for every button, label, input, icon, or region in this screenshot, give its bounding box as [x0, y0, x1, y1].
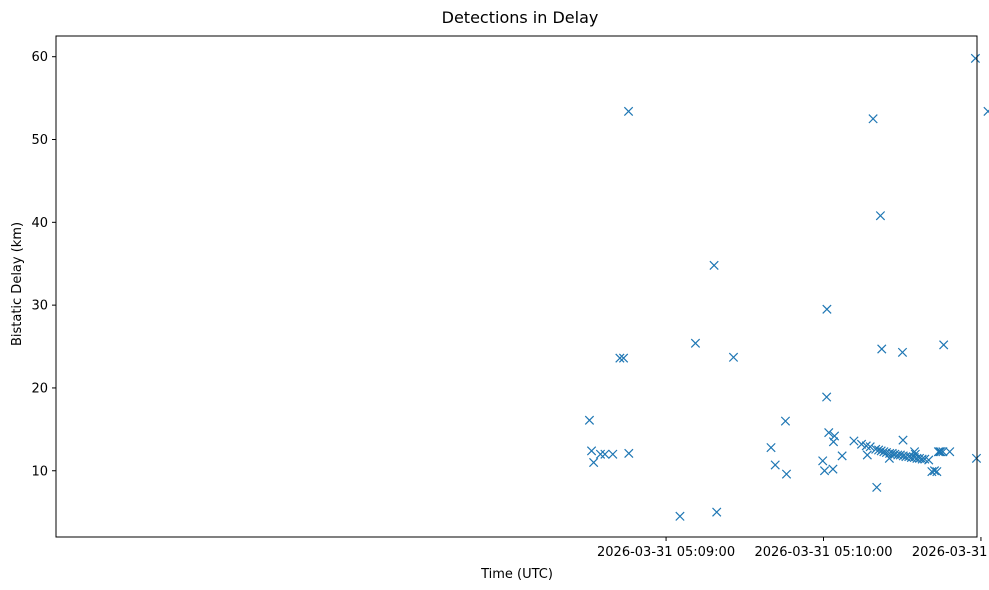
data-point [618, 353, 629, 363]
data-point [871, 444, 881, 454]
x-tick-label: 2026-03-31 05:09:00 [597, 545, 735, 560]
x-axis-label: Time (UTC) [480, 567, 553, 582]
data-point [829, 431, 840, 441]
plot-area-frame [55, 35, 978, 538]
x-tick-label: 2026-03-31 05:10:00 [754, 545, 892, 560]
data-point [939, 340, 949, 350]
data-point [690, 338, 701, 348]
data-point [595, 449, 606, 459]
data-point [615, 353, 625, 363]
data-point [936, 447, 946, 457]
data-point [849, 436, 859, 446]
y-tick-label: 10 [31, 464, 48, 479]
data-point [945, 447, 955, 457]
data-point [872, 482, 882, 492]
data-point [728, 352, 739, 362]
data-point [932, 466, 942, 477]
data-point [608, 449, 618, 459]
data-point [876, 446, 886, 456]
data-point [929, 466, 940, 476]
data-point [780, 416, 791, 426]
chart-title: Detections in Delay [442, 8, 599, 27]
y-axis: 10 20 30 40 50 60 [31, 50, 56, 479]
data-point [712, 507, 722, 517]
x-tick-label: 2026-03-31 05:11:00 [912, 545, 989, 560]
data-point [971, 453, 982, 463]
data-point [924, 455, 934, 465]
data-points [584, 53, 989, 521]
data-point [819, 466, 830, 476]
data-point [828, 464, 838, 474]
data-point [897, 347, 908, 357]
data-point [766, 442, 776, 453]
y-tick-label: 30 [31, 299, 48, 314]
y-tick-label: 20 [31, 381, 48, 396]
data-point [822, 304, 832, 314]
data-point [589, 457, 599, 468]
data-point [675, 511, 685, 521]
data-point [818, 456, 828, 466]
data-point [909, 447, 920, 457]
data-point [898, 435, 908, 445]
data-point [895, 450, 906, 460]
data-point [933, 447, 944, 457]
data-point [600, 449, 610, 459]
data-point [828, 437, 839, 447]
y-tick-label: 50 [31, 133, 48, 148]
data-point [938, 447, 948, 457]
data-point [781, 469, 792, 479]
data-point [879, 447, 889, 457]
data-point [970, 53, 981, 63]
data-point [865, 442, 875, 452]
data-point [868, 114, 878, 124]
data-point [624, 448, 634, 458]
data-point [875, 211, 886, 221]
data-point [887, 448, 897, 458]
data-point [862, 450, 872, 460]
x-axis: 2026-03-31 05:09:00 2026-03-31 05:10:00 20… [597, 537, 989, 560]
data-point [709, 260, 719, 271]
data-point [770, 460, 780, 470]
y-axis-label: Bistatic Delay (km) [10, 222, 25, 346]
y-tick-label: 60 [31, 50, 48, 65]
data-point [877, 344, 887, 354]
data-point [584, 415, 595, 425]
data-point [822, 392, 832, 402]
y-tick-label: 40 [31, 216, 48, 231]
data-point [837, 451, 847, 461]
data-point [983, 106, 989, 116]
data-point [935, 447, 945, 457]
data-point [873, 445, 884, 455]
data-point [824, 428, 834, 438]
data-point [586, 446, 597, 456]
data-point [623, 106, 634, 116]
